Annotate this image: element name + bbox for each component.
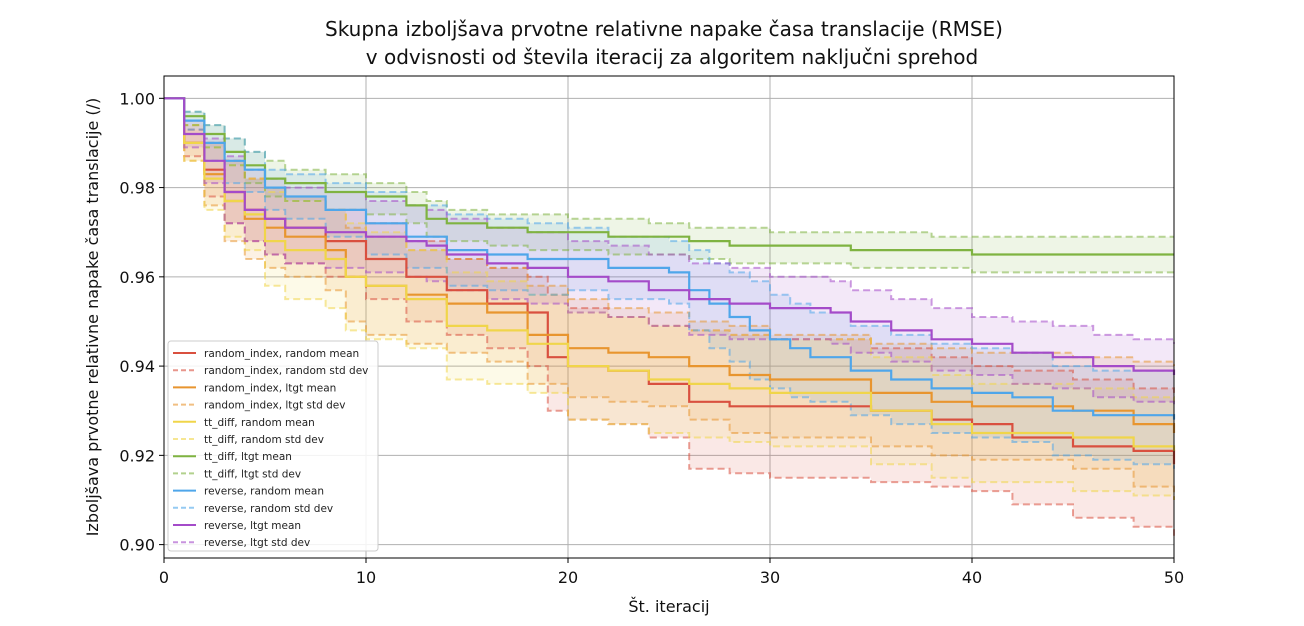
std-dev-lines	[164, 97, 1175, 536]
mean-line	[164, 97, 1176, 375]
y-tick-label: 0.96	[119, 268, 155, 287]
y-tick-label: 1.00	[119, 89, 155, 108]
x-tick-label: 10	[356, 568, 376, 587]
y-tick-label: 0.98	[119, 179, 155, 198]
std-band	[164, 98, 1174, 469]
std-lower-line	[164, 97, 1175, 469]
legend-label: reverse, ltgt mean	[204, 520, 301, 532]
y-tick-label: 0.90	[119, 536, 155, 555]
plot-frame	[163, 75, 1175, 559]
legend-box	[167, 340, 379, 552]
x-tick-label: 30	[760, 568, 780, 587]
x-tick-label: 40	[962, 568, 982, 587]
x-tick-label: 50	[1164, 568, 1184, 587]
mean-line	[164, 97, 1176, 433]
std-lower-line	[164, 97, 1175, 500]
x-tick-label: 0	[159, 568, 169, 587]
x-tick-label: 20	[558, 568, 578, 587]
std-upper-line	[164, 97, 1174, 238]
legend-label: random_index, ltgt std dev	[204, 400, 345, 412]
chart-title-line-2: v odvisnosti od števila iteracij za algo…	[366, 45, 978, 69]
legend: random_index, random mean random_index, r…	[167, 340, 379, 552]
std-band	[164, 98, 1174, 536]
std-upper-line	[164, 97, 1175, 375]
legend-label: reverse, random std dev	[204, 503, 333, 515]
std-lower-line	[164, 97, 1174, 274]
y-tick-label: 0.92	[119, 446, 155, 465]
legend-label: reverse, ltgt std dev	[204, 537, 310, 549]
std-lower-line	[164, 97, 1175, 407]
legend-label: reverse, random mean	[204, 486, 324, 498]
chart-title-line-1: Skupna izboljšava prvotne relativne napa…	[325, 17, 1003, 41]
legend-label: tt_diff, ltgt mean	[204, 451, 292, 463]
legend-label: random_index, random mean	[204, 348, 359, 360]
std-band	[164, 98, 1174, 501]
mean-line	[164, 97, 1176, 420]
legend-label: random_index, random std dev	[204, 365, 368, 377]
mean-lines	[164, 97, 1176, 465]
legend-label: tt_diff, random std dev	[204, 434, 324, 446]
x-axis-label: Št. iteracij	[628, 597, 709, 616]
std-upper-line	[164, 97, 1175, 393]
legend-label: random_index, ltgt mean	[204, 382, 336, 394]
y-tick-label: 0.94	[119, 357, 155, 376]
mean-line	[164, 97, 1176, 451]
y-axis-label: Izboljšava prvotne relativne napake časa…	[83, 98, 102, 537]
legend-label: tt_diff, random mean	[204, 417, 315, 429]
axis-ticks: 0 10 20 30 40 50 0.90 0.92 0.94 0.96 0.98 1.00	[119, 89, 1184, 587]
legend-label: tt_diff, ltgt std dev	[204, 468, 301, 480]
std-band	[164, 98, 1174, 501]
std-lower-line	[164, 97, 1175, 500]
